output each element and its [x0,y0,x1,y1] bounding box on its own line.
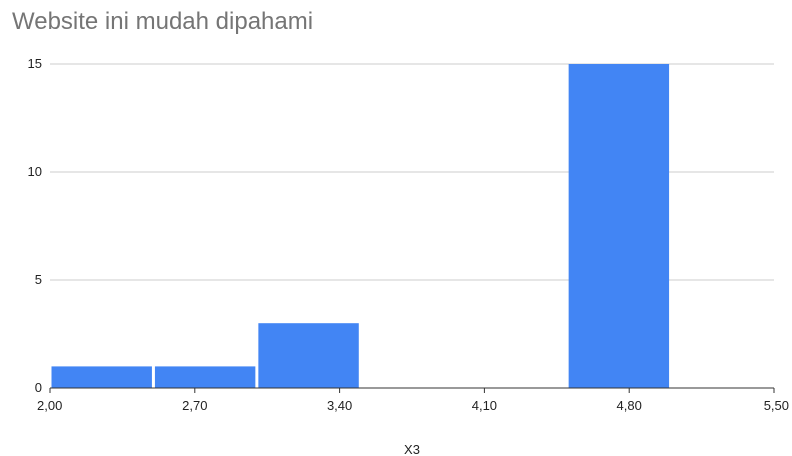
x-tick-label: 5,50 [764,398,789,413]
histogram-bar-1 [154,366,256,388]
x-tick-label: 4,10 [472,398,497,413]
axes [49,387,775,393]
y-tick-label: 5 [35,272,42,287]
histogram-bar-0 [51,366,152,388]
y-tick-label: 10 [28,164,42,179]
x-tick-label: 2,70 [182,398,207,413]
histogram-bar-4 [568,64,670,388]
x-tick-label: 2,00 [37,398,62,413]
bars [51,64,670,388]
y-tick-label: 0 [35,380,42,395]
x-tick-label: 3,40 [327,398,352,413]
x-tick-label: 4,80 [617,398,642,413]
x-axis-title: X3 [404,442,420,456]
chart-title: Website ini mudah dipahami [12,8,314,35]
y-tick-label: 15 [28,56,42,71]
histogram-bar-2 [258,323,359,388]
tick-labels: 0 5 10 15 2,00 2,70 3,40 4,10 4,80 5,50 X3 [28,56,789,456]
